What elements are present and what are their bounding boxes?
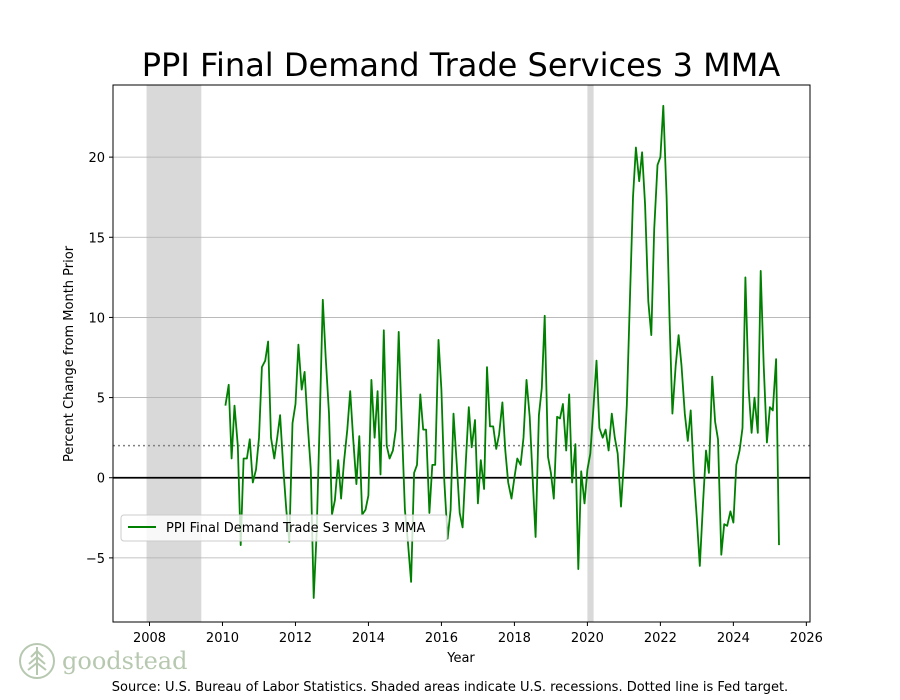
y-tick-label: 5: [97, 392, 105, 407]
y-tick-label: 10: [88, 311, 105, 326]
y-tick-label: 0: [97, 472, 105, 487]
logo-text: goodstead: [62, 647, 188, 675]
tree-icon: [19, 643, 55, 679]
legend-box: [120, 514, 448, 542]
x-tick-label: 2010: [206, 631, 239, 646]
y-tick-label: 20: [88, 151, 105, 166]
legend-label: PPI Final Demand Trade Services 3 MMA: [166, 521, 426, 536]
series-layer: [224, 104, 780, 599]
x-tick-label: 2016: [425, 631, 458, 646]
y-axis-label: Percent Change from Month Prior: [62, 245, 77, 462]
x-tick-label: 2026: [790, 631, 823, 646]
brand-logo: goodstead: [18, 640, 187, 682]
recession-band-2: [587, 85, 594, 622]
gridlines: [113, 156, 810, 559]
legend: PPI Final Demand Trade Services 3 MMA: [120, 514, 448, 542]
x-axis-label: Year: [446, 651, 475, 666]
x-tick-label: 2018: [498, 631, 531, 646]
x-tick-label: 2012: [279, 631, 312, 646]
source-note: Source: U.S. Bureau of Labor Statistics.…: [111, 680, 789, 695]
x-tick-label: 2020: [571, 631, 604, 646]
chart-title: PPI Final Demand Trade Services 3 MMA: [142, 46, 781, 84]
x-tick-label: 2022: [644, 631, 677, 646]
y-tick-label: −5: [86, 552, 105, 567]
x-tick-label: 2008: [133, 631, 166, 646]
y-tick-label: 15: [88, 231, 105, 246]
x-tick-label: 2014: [352, 631, 385, 646]
axis-ticks: −5 0 5 10 15 20 2008 2010 2012 2014 2016 2018 2020 20…: [86, 151, 823, 646]
series-line: [224, 104, 780, 599]
plot-frame: [112, 84, 811, 623]
x-tick-label: 2024: [717, 631, 750, 646]
